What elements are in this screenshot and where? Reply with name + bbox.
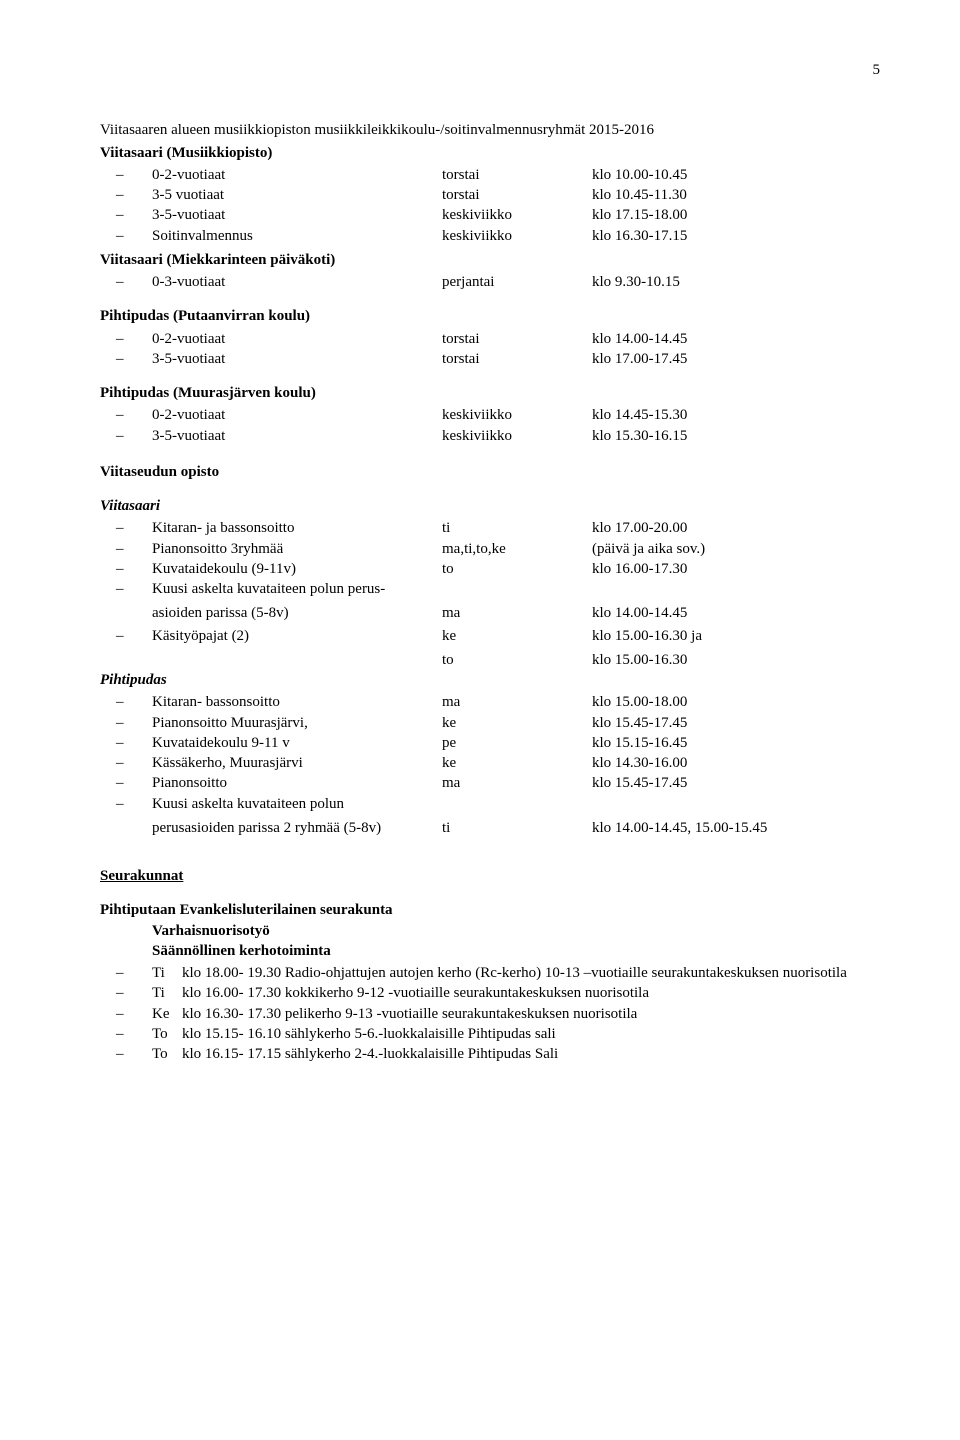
cell: ti bbox=[442, 518, 592, 538]
cell: keskiviikko bbox=[442, 205, 592, 225]
cell: ma bbox=[442, 692, 592, 712]
section2-rows1b: Käsityöpajat (2)keklo 15.00-16.30 ja bbox=[100, 626, 880, 646]
cell: klo 14.45-15.30 bbox=[592, 405, 880, 425]
cell: klo 15.00-18.00 bbox=[592, 692, 880, 712]
cell: klo 14.00-14.45 bbox=[592, 603, 932, 623]
cell: keskiviikko bbox=[442, 226, 592, 246]
cell: Pianonsoitto bbox=[152, 773, 442, 793]
cell: To bbox=[152, 1024, 182, 1044]
section1-sub1: Viitasaari (Musiikkiopisto) bbox=[100, 143, 880, 163]
cell: klo 15.00-16.30 bbox=[592, 650, 880, 670]
section1-rows4: 0-2-vuotiaatkeskiviikkoklo 14.45-15.30 3… bbox=[100, 405, 880, 446]
cell: to bbox=[442, 559, 592, 579]
section1-title: Viitasaaren alueen musiikkiopiston musii… bbox=[100, 120, 880, 140]
cell: to bbox=[442, 650, 592, 670]
cell: 0-2-vuotiaat bbox=[152, 329, 442, 349]
cell: klo 15.00-16.30 ja bbox=[592, 626, 880, 646]
cell: Kuvataidekoulu (9-11v) bbox=[152, 559, 442, 579]
cell: klo 15.45-17.45 bbox=[592, 773, 880, 793]
cell: torstai bbox=[442, 185, 592, 205]
cell: klo 9.30-10.15 bbox=[592, 272, 880, 292]
cell: ke bbox=[442, 626, 592, 646]
section2-title: Viitaseudun opisto bbox=[100, 462, 880, 482]
section3-sub1: Pihtiputaan Evankelisluterilainen seurak… bbox=[100, 900, 880, 920]
cell: klo 14.00-14.45, 15.00-15.45 bbox=[592, 818, 932, 838]
cell: klo 16.30- 17.30 pelikerho 9-13 -vuotiai… bbox=[182, 1004, 880, 1024]
cell: Kuusi askelta kuvataiteen polun bbox=[152, 794, 442, 814]
cell: Soitinvalmennus bbox=[152, 226, 442, 246]
cell: klo 17.00-20.00 bbox=[592, 518, 880, 538]
cell: Kitaran- bassonsoitto bbox=[152, 692, 442, 712]
cell: klo 16.00- 17.30 kokkikerho 9-12 -vuotia… bbox=[182, 983, 880, 1003]
cell: ma bbox=[442, 603, 592, 623]
cell: klo 15.15- 16.10 sählykerho 5-6.-luokkal… bbox=[182, 1024, 880, 1044]
cell: torstai bbox=[442, 349, 592, 369]
cell: Käsityöpajat (2) bbox=[152, 626, 442, 646]
cell: klo 10.00-10.45 bbox=[592, 165, 880, 185]
cell: klo 16.00-17.30 bbox=[592, 559, 880, 579]
row-continuation: asioiden parissa (5-8v) ma klo 14.00-14.… bbox=[100, 603, 932, 623]
cell: klo 17.15-18.00 bbox=[592, 205, 880, 225]
cell: klo 16.15- 17.15 sählykerho 2-4.-luokkal… bbox=[182, 1044, 880, 1064]
cell: Kitaran- ja bassonsoitto bbox=[152, 518, 442, 538]
cell: klo 14.00-14.45 bbox=[592, 329, 880, 349]
cell: 3-5-vuotiaat bbox=[152, 426, 442, 446]
cell: Kuusi askelta kuvataiteen polun perus- bbox=[152, 579, 442, 599]
cell: (päivä ja aika sov.) bbox=[592, 539, 880, 559]
row-continuation: perusasioiden parissa 2 ryhmää (5-8v) ti… bbox=[100, 818, 932, 838]
cell: 3-5-vuotiaat bbox=[152, 349, 442, 369]
cell: 3-5-vuotiaat bbox=[152, 205, 442, 225]
cell: klo 14.30-16.00 bbox=[592, 753, 880, 773]
cell: keskiviikko bbox=[442, 426, 592, 446]
row-continuation: to klo 15.00-16.30 bbox=[100, 650, 880, 670]
section3-sub1b: Varhaisnuorisotyö bbox=[152, 921, 880, 941]
cell: klo 10.45-11.30 bbox=[592, 185, 880, 205]
section1-rows1: 0-2-vuotiaattorstaiklo 10.00-10.45 3-5 v… bbox=[100, 165, 880, 246]
section3-sub1c: Säännöllinen kerhotoiminta bbox=[152, 941, 880, 961]
section1-sub3: Pihtipudas (Putaanvirran koulu) bbox=[100, 306, 880, 326]
cell: Pianonsoitto Muurasjärvi, bbox=[152, 713, 442, 733]
cell: Kässäkerho, Muurasjärvi bbox=[152, 753, 442, 773]
cell: perjantai bbox=[442, 272, 592, 292]
cell: klo 15.30-16.15 bbox=[592, 426, 880, 446]
cell: Ti bbox=[152, 963, 182, 983]
cell: torstai bbox=[442, 329, 592, 349]
section2-rows1: Kitaran- ja bassonsoittotiklo 17.00-20.0… bbox=[100, 518, 880, 599]
cell: klo 15.45-17.45 bbox=[592, 713, 880, 733]
cell: torstai bbox=[442, 165, 592, 185]
section3-title: Seurakunnat bbox=[100, 866, 880, 886]
cell: klo 17.00-17.45 bbox=[592, 349, 880, 369]
cell: ma,ti,to,ke bbox=[442, 539, 592, 559]
cell: 3-5 vuotiaat bbox=[152, 185, 442, 205]
cell: keskiviikko bbox=[442, 405, 592, 425]
cell: To bbox=[152, 1044, 182, 1064]
section1-rows3: 0-2-vuotiaattorstaiklo 14.00-14.45 3-5-v… bbox=[100, 329, 880, 370]
cell: 0-3-vuotiaat bbox=[152, 272, 442, 292]
cell: klo 15.15-16.45 bbox=[592, 733, 880, 753]
section3-rows: Tiklo 18.00- 19.30 Radio-ohjattujen auto… bbox=[100, 963, 880, 1064]
cell: ma bbox=[442, 773, 592, 793]
section1-sub4: Pihtipudas (Muurasjärven koulu) bbox=[100, 383, 880, 403]
cell: Kuvataidekoulu 9-11 v bbox=[152, 733, 442, 753]
cell: pe bbox=[442, 733, 592, 753]
cell: klo 18.00- 19.30 Radio-ohjattujen autoje… bbox=[182, 963, 880, 983]
cell: klo 16.30-17.15 bbox=[592, 226, 880, 246]
cell: 0-2-vuotiaat bbox=[152, 165, 442, 185]
cell: ke bbox=[442, 753, 592, 773]
section2-sub2: Pihtipudas bbox=[100, 670, 880, 690]
cell: asioiden parissa (5-8v) bbox=[152, 603, 442, 623]
cell: 0-2-vuotiaat bbox=[152, 405, 442, 425]
page-number: 5 bbox=[100, 60, 880, 80]
section2-rows2: Kitaran- bassonsoittomaklo 15.00-18.00 P… bbox=[100, 692, 880, 814]
section2-sub1: Viitasaari bbox=[100, 496, 880, 516]
cell: perusasioiden parissa 2 ryhmää (5-8v) bbox=[152, 818, 442, 838]
section1-rows2: 0-3-vuotiaatperjantaiklo 9.30-10.15 bbox=[100, 272, 880, 292]
cell: Pianonsoitto 3ryhmää bbox=[152, 539, 442, 559]
cell: ti bbox=[442, 818, 592, 838]
cell: ke bbox=[442, 713, 592, 733]
section1-sub2: Viitasaari (Miekkarinteen päiväkoti) bbox=[100, 250, 880, 270]
cell: Ke bbox=[152, 1004, 182, 1024]
cell: Ti bbox=[152, 983, 182, 1003]
